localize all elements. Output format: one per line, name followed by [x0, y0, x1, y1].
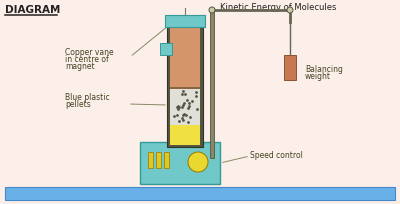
Bar [170, 89, 200, 125]
Bar [170, 87, 200, 89]
Circle shape [188, 152, 208, 172]
Bar [210, 8, 214, 158]
Text: weight: weight [305, 72, 331, 81]
Bar [156, 152, 161, 168]
Circle shape [287, 7, 293, 13]
Text: Blue plastic: Blue plastic [65, 93, 110, 102]
Text: Copper vane: Copper vane [65, 48, 114, 57]
Text: Balancing: Balancing [305, 65, 343, 74]
Bar [167, 23, 203, 147]
Text: Speed control: Speed control [250, 151, 303, 160]
Bar [5, 187, 395, 200]
Text: Kinetic Energy of Molecules: Kinetic Energy of Molecules [220, 3, 336, 12]
Text: magnet: magnet [65, 62, 95, 71]
Bar [140, 142, 220, 184]
Bar [160, 43, 172, 55]
Text: DIAGRAM: DIAGRAM [5, 5, 60, 15]
Bar [170, 125, 200, 145]
Bar [165, 15, 205, 27]
Bar [170, 25, 200, 87]
Circle shape [209, 7, 215, 13]
Text: pellets: pellets [65, 100, 91, 109]
Text: in centre of: in centre of [65, 55, 109, 64]
Bar [284, 55, 296, 80]
Bar [164, 152, 169, 168]
Bar [148, 152, 153, 168]
